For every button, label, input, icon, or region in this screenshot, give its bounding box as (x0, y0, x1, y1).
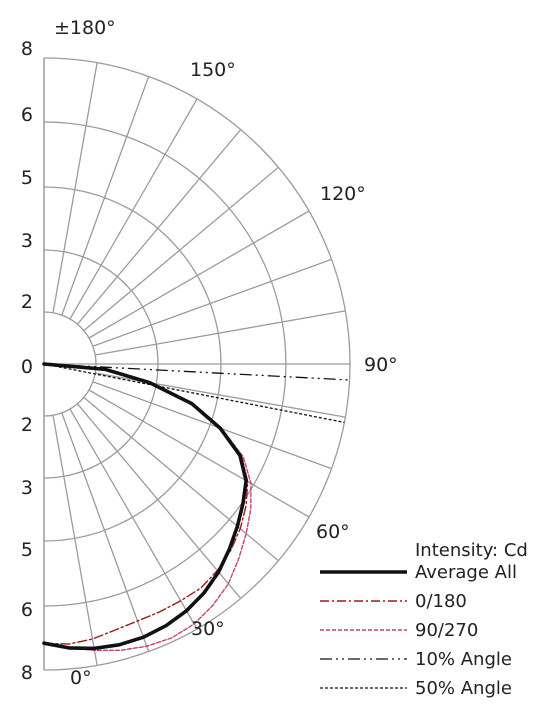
legend-label: 0/180 (415, 591, 467, 612)
grid-spoke (76, 403, 242, 599)
grid-spoke (76, 129, 242, 325)
legend-label: 90/270 (415, 620, 478, 641)
grid-ring (43, 186, 222, 542)
grid-spoke (52, 62, 98, 313)
angle-label: 30° (191, 618, 225, 640)
polar-grid (43, 57, 351, 671)
angle-line-50-angle (43, 363, 345, 424)
legend-title: Intensity: Cd (415, 540, 528, 561)
grid-spoke (83, 396, 279, 562)
grid-spoke (83, 166, 279, 332)
angle-label: 60° (316, 521, 350, 543)
legend-label: 50% Angle (415, 678, 512, 699)
grid-spoke (92, 381, 332, 470)
radial-tick-label: 8 (21, 662, 33, 684)
grid-spoke (92, 258, 332, 347)
radial-tick-label: 3 (21, 230, 33, 252)
grid-ring (43, 249, 159, 479)
radial-tick-label: 3 (21, 477, 33, 499)
grid-spoke (95, 310, 346, 356)
grid-spoke (61, 76, 150, 316)
angle-label: 0° (70, 667, 92, 689)
grid-spoke (52, 415, 98, 666)
radial-tick-label: 2 (21, 291, 33, 313)
radial-tick-label: 0 (21, 356, 33, 378)
angle-label: 90° (364, 354, 398, 376)
radial-tick-label: 5 (21, 539, 33, 561)
radial-tick-label: 6 (21, 104, 33, 126)
axis-labels: 8 6 5 3 2 0 2 3 5 6 8 0° 30° 60° 90° 120° 150° ±180° (21, 17, 398, 689)
radial-tick-label: 2 (21, 414, 33, 436)
grid-spoke (69, 98, 198, 320)
grid-spoke (69, 408, 198, 630)
grid-ring (43, 57, 351, 671)
radial-tick-label: 5 (21, 167, 33, 189)
legend: Intensity: Cd Average All 0/180 90/270 10% … (320, 540, 528, 699)
series-curve-average-all (42, 362, 248, 651)
angle-label: 120° (320, 183, 366, 205)
grid-ring (43, 311, 97, 417)
angle-label: ±180° (54, 17, 116, 39)
radial-tick-label: 8 (21, 38, 33, 60)
grid-spoke (61, 412, 150, 652)
radial-tick-label: 6 (21, 599, 33, 621)
intensity-curves (42, 362, 350, 651)
legend-label: Average All (415, 562, 517, 583)
grid-spoke (88, 389, 310, 518)
angle-line-10-angle (43, 363, 350, 381)
legend-label: 10% Angle (415, 649, 512, 670)
grid-ring (43, 121, 287, 607)
grid-spoke (88, 210, 310, 339)
angle-label: 150° (190, 59, 236, 81)
